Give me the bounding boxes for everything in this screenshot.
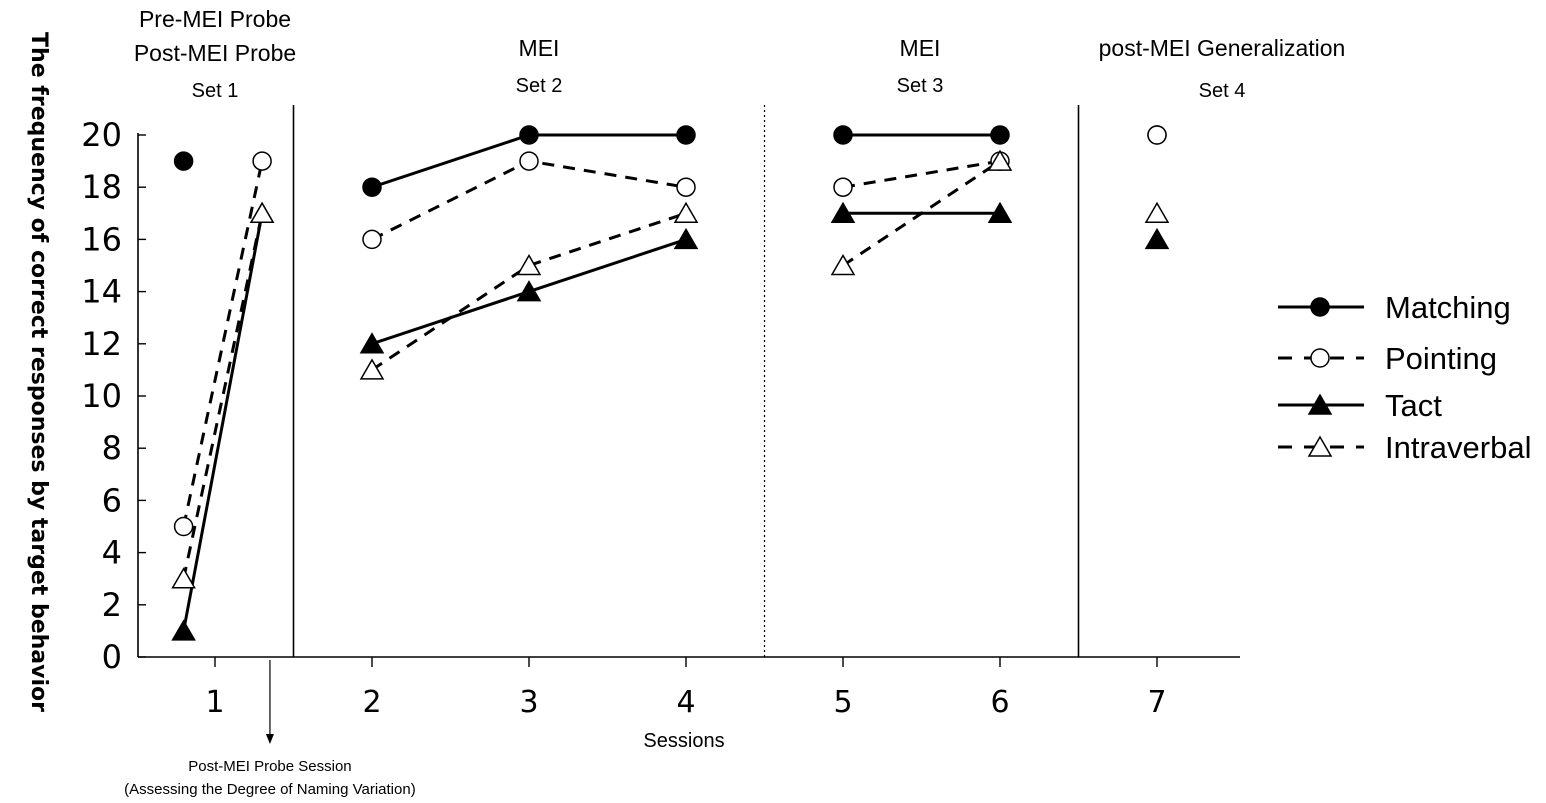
- series-matching-point: [676, 125, 696, 145]
- axes: [137, 133, 1240, 658]
- x-axis-label: Sessions: [643, 730, 724, 752]
- x-ticks: 1 2 3 4 5 6 7: [205, 657, 1167, 720]
- phase-label-4: post-MEI Generalization Set 4: [1099, 35, 1346, 102]
- series-pointing-point: [1147, 125, 1167, 145]
- series-pointing-point: [519, 151, 539, 171]
- series-tact-point: [987, 201, 1013, 224]
- phase-label-line: Pre-MEI Probe: [139, 6, 291, 32]
- series-intraverbal-point: [987, 149, 1013, 171]
- x-tick-label: 2: [362, 685, 381, 720]
- series-pointing-point: [173, 516, 194, 537]
- legend-item-matching: Matching: [1278, 290, 1511, 325]
- phase-dividers: [292, 105, 1080, 657]
- series-intraverbal-line: [842, 159, 1001, 267]
- x-tick-label: 6: [990, 685, 1009, 720]
- series-tact-point: [673, 227, 699, 250]
- series-pointing: [173, 125, 1167, 537]
- series-intraverbal-point: [171, 567, 196, 589]
- x-tick-label: 7: [1147, 685, 1166, 720]
- y-tick-label: 16: [81, 220, 122, 258]
- series-intraverbal-point: [1144, 201, 1170, 224]
- legend-marker: [1307, 435, 1333, 457]
- annotation-text: (Assessing the Degree of Naming Variatio…: [124, 781, 416, 798]
- series-intraverbal-point: [516, 254, 542, 276]
- y-tick-label: 4: [102, 534, 122, 572]
- phase-label-line: MEI: [900, 35, 941, 61]
- legend-marker: [1310, 348, 1330, 368]
- annotation: Post-MEI Probe Session (Assessing the Deg…: [124, 660, 416, 798]
- series-tact-point: [516, 280, 542, 302]
- series-intraverbal-point: [830, 254, 856, 276]
- legend-marker: [1310, 297, 1330, 317]
- y-tick-label: 12: [81, 325, 122, 363]
- series-intraverbal-line: [182, 212, 264, 580]
- series-tact-line: [182, 213, 264, 632]
- x-tick-label: 3: [519, 685, 538, 720]
- y-tick-label: 0: [102, 638, 122, 676]
- y-tick-label: 14: [81, 273, 122, 311]
- annotation-text: Post-MEI Probe Session: [188, 758, 351, 775]
- series-pointing-point: [833, 177, 853, 197]
- legend: Matching Pointing Tact Intraverbal: [1278, 290, 1531, 465]
- phase-label-line: Set 1: [192, 80, 239, 102]
- x-tick-label: 5: [833, 685, 852, 720]
- series-pointing-point: [252, 151, 272, 171]
- legend-item-tact: Tact: [1278, 388, 1442, 423]
- legend-item-intraverbal: Intraverbal: [1278, 430, 1531, 465]
- legend-label: Pointing: [1385, 341, 1497, 376]
- series-group: [171, 125, 1170, 641]
- y-ticks: 0 2 4 6 8 10 12 14 16 18 20: [81, 116, 146, 676]
- series-matching-point: [173, 151, 194, 171]
- phase-label-line: post-MEI Generalization: [1099, 35, 1346, 61]
- phase-label-line: Set 3: [897, 75, 944, 97]
- annotation-arrowhead: [265, 734, 274, 744]
- legend-label: Matching: [1385, 290, 1511, 325]
- series-intraverbal-point: [249, 201, 275, 224]
- y-tick-label: 10: [81, 377, 122, 415]
- series-matching-point: [519, 125, 539, 145]
- series-intraverbal-point: [359, 358, 385, 380]
- phase-label-line: MEI: [519, 35, 560, 61]
- legend-marker: [1307, 393, 1333, 415]
- series-tact-point: [830, 201, 856, 224]
- series-matching-point: [833, 125, 853, 145]
- legend-item-pointing: Pointing: [1278, 341, 1497, 376]
- legend-label: Intraverbal: [1385, 430, 1531, 465]
- phase-label-line: Set 2: [516, 75, 563, 97]
- y-tick-label: 6: [102, 481, 122, 519]
- phase-label-3: MEI Set 3: [897, 35, 944, 97]
- phase-label-1: Pre-MEI Probe Post-MEI Probe Set 1: [134, 6, 296, 102]
- series-matching-point: [990, 125, 1010, 145]
- phase-label-line: Post-MEI Probe: [134, 40, 296, 66]
- series-tact-point: [1144, 227, 1170, 250]
- legend-label: Tact: [1385, 388, 1442, 423]
- series-tact-point: [359, 332, 385, 354]
- series-intraverbal-line: [371, 211, 687, 372]
- series-pointing-line: [842, 159, 1001, 189]
- y-tick-label: 8: [102, 429, 122, 467]
- y-tick-label: 18: [81, 168, 122, 206]
- phase-label-2: MEI Set 2: [516, 35, 563, 97]
- y-tick-label: 20: [81, 116, 122, 154]
- x-tick-label: 1: [205, 685, 224, 720]
- series-pointing-line: [182, 160, 264, 527]
- x-tick-label: 4: [676, 685, 695, 720]
- series-intraverbal: [171, 149, 1170, 589]
- series-matching: [173, 125, 1167, 197]
- y-axis-label: The frequency of correct responses by ta…: [26, 32, 51, 712]
- phase-labels: Pre-MEI Probe Post-MEI Probe Set 1 MEI Set 2…: [134, 6, 1346, 102]
- series-intraverbal-point: [673, 201, 699, 224]
- phase-label-line: Set 4: [1199, 80, 1246, 102]
- series-tact: [171, 201, 1170, 641]
- series-matching-point: [362, 177, 382, 197]
- y-tick-label: 2: [102, 586, 122, 624]
- series-tact-point: [171, 619, 196, 641]
- series-pointing-point: [362, 229, 382, 250]
- series-pointing-point: [676, 177, 696, 197]
